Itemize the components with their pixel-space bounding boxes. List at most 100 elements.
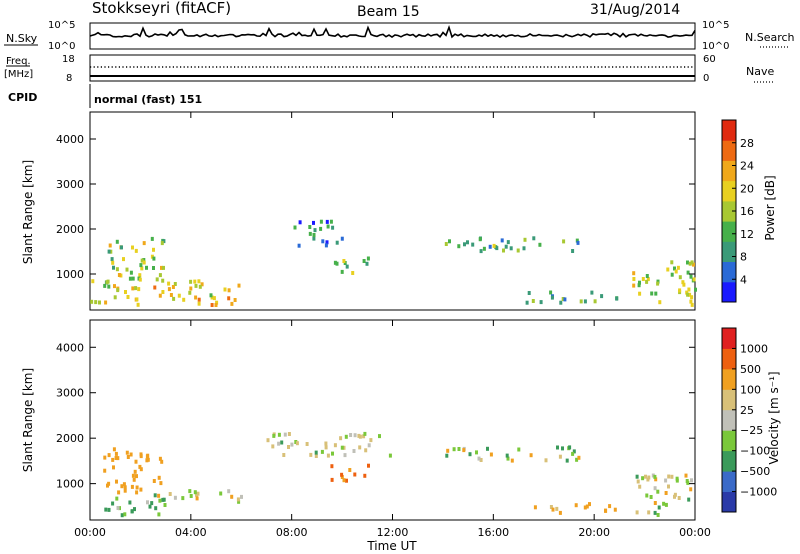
velocity-cell: [551, 507, 555, 512]
velocity-cell: [561, 446, 564, 451]
velocity-cell: [314, 454, 318, 458]
velocity-cell: [684, 473, 688, 478]
power-cell: [694, 287, 697, 292]
velocity-cell: [342, 478, 346, 483]
power-cell: [308, 225, 312, 229]
velocity-y-tick-label: 4000: [56, 341, 84, 354]
power-cell: [688, 261, 692, 266]
velocity-cell: [111, 457, 115, 462]
velocity-cell: [445, 453, 449, 458]
power-cell: [197, 301, 201, 306]
power-cell: [321, 239, 325, 244]
power-cell: [324, 243, 328, 248]
power-cell: [109, 249, 113, 254]
velocity-cell: [280, 440, 284, 445]
velocity-cell: [656, 513, 660, 517]
power-colorbar-tick-label: 4: [740, 273, 747, 286]
velocity-cell: [662, 501, 666, 506]
power-cell: [107, 249, 111, 254]
power-cell: [312, 220, 315, 225]
velocity-cell: [657, 505, 661, 510]
velocity-cell: [364, 448, 368, 453]
velocity-cell: [378, 434, 381, 439]
velocity-cell: [340, 475, 344, 479]
power-cell: [539, 300, 543, 305]
velocity-cell: [145, 458, 149, 463]
velocity-cell: [344, 434, 348, 439]
velocity-cell: [283, 432, 287, 437]
velocity-cell: [148, 504, 152, 509]
power-colorbar-tick-label: 28: [740, 137, 754, 150]
velocity-cell: [139, 487, 143, 492]
power-colorbar-label: Power [dB]: [763, 175, 777, 240]
power-cell: [682, 282, 686, 287]
velocity-cell: [533, 505, 537, 510]
velocity-cell: [510, 458, 514, 463]
power-cell: [173, 282, 177, 286]
velocity-cell: [181, 496, 185, 501]
power-colorbar-swatch: [722, 281, 736, 303]
velocity-cell: [670, 474, 674, 479]
power-cell: [590, 290, 594, 295]
velocity-cell: [240, 494, 243, 499]
power-cell: [142, 258, 146, 262]
velocity-cell: [333, 443, 337, 448]
velocity-cell: [339, 436, 343, 441]
power-cell: [690, 295, 694, 300]
power-cell: [155, 277, 159, 282]
velocity-cell: [340, 445, 344, 450]
velocity-cell: [653, 486, 657, 491]
velocity-cell: [638, 484, 642, 489]
power-cell: [531, 299, 535, 303]
velocity-cell: [314, 450, 318, 455]
velocity-cell: [677, 496, 681, 500]
power-cell: [502, 248, 505, 253]
velocity-cell: [122, 482, 126, 487]
power-cell: [632, 277, 636, 281]
velocity-cell: [290, 442, 294, 447]
power-cell: [162, 239, 166, 244]
velocity-cell: [163, 503, 167, 507]
velocity-cell: [117, 490, 121, 495]
velocity-cell: [162, 497, 166, 502]
velocity-colorbar-tick-label: −1000: [740, 486, 777, 499]
velocity-cell: [556, 445, 559, 450]
power-cell: [214, 303, 218, 307]
power-cell: [466, 240, 469, 245]
velocity-cell: [635, 474, 639, 479]
velocity-cell: [348, 468, 352, 472]
power-cell: [308, 231, 312, 236]
power-cell: [615, 296, 619, 301]
power-cell: [111, 260, 115, 265]
velocity-cell: [345, 478, 348, 483]
velocity-cell: [230, 494, 234, 499]
power-cell: [335, 240, 339, 245]
velocity-cell: [106, 483, 109, 488]
power-cell: [563, 297, 567, 302]
velocity-cell: [477, 456, 481, 461]
power-colorbar-swatch: [722, 261, 736, 283]
velocity-colorbar-label: Velocity [m s⁻¹]: [767, 371, 781, 464]
power-cell: [527, 291, 531, 295]
velocity-colorbar-swatch: [722, 409, 736, 431]
velocity-cell: [158, 456, 162, 461]
power-cell: [134, 286, 138, 291]
velocity-cell: [150, 501, 154, 506]
power-cell: [641, 277, 645, 281]
velocity-cell: [330, 477, 334, 482]
velocity-cell: [129, 452, 133, 457]
velocity-cell: [115, 496, 119, 501]
velocity-cell: [133, 507, 136, 512]
velocity-cell: [125, 450, 129, 455]
date-label: 31/Aug/2014: [590, 2, 680, 18]
power-cell: [116, 288, 120, 293]
power-cell: [227, 296, 231, 301]
power-cell: [632, 283, 636, 288]
power-colorbar-swatch: [722, 200, 736, 222]
power-cell: [673, 266, 676, 271]
power-cell: [162, 265, 165, 270]
velocity-cell: [324, 441, 328, 446]
power-cell: [550, 295, 554, 300]
velocity-cell: [353, 433, 357, 438]
